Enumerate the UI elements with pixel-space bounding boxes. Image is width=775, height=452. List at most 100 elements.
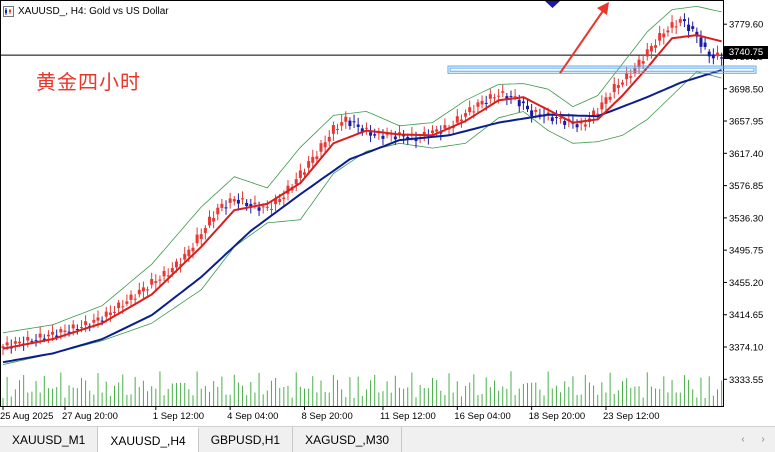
bollinger-upper-line <box>2 5 722 334</box>
candle-body <box>397 132 401 135</box>
candle-body <box>666 30 670 33</box>
candle-body <box>150 279 154 285</box>
candle-body <box>711 54 715 59</box>
tab-xagusd-m30[interactable]: XAGUSD_,M30 <box>293 427 403 452</box>
candle-body <box>670 22 674 28</box>
scroll-left-icon[interactable]: ‹ <box>741 433 745 445</box>
candle-body <box>67 331 71 333</box>
candle-body <box>55 335 59 338</box>
candle-body <box>575 124 579 128</box>
candle-body <box>484 102 488 104</box>
candle-body <box>583 124 587 127</box>
candle-body <box>195 234 199 244</box>
x-tick-label: 11 Sep 12:00 <box>380 411 436 422</box>
candle-body <box>559 117 563 119</box>
candle-body <box>492 97 496 99</box>
candle-body <box>59 329 63 333</box>
candle-body <box>311 156 315 163</box>
candle-body <box>468 107 472 113</box>
candle-body <box>51 331 55 335</box>
candle-body <box>257 207 261 211</box>
y-tick-label: 3779.60 <box>729 20 763 31</box>
tab-xauusd-h4[interactable]: XAUUSD_,H4 <box>98 427 199 452</box>
candle-body <box>96 317 100 321</box>
candle-body <box>129 294 133 300</box>
candle-body <box>216 207 220 215</box>
candle-body <box>121 306 125 308</box>
candle-body <box>228 198 232 203</box>
candle-body <box>46 334 50 337</box>
candle-body <box>703 42 707 48</box>
candle-body <box>137 289 141 295</box>
candle-body <box>224 207 228 209</box>
candle-body <box>298 170 302 178</box>
candle-body <box>381 135 385 139</box>
y-tick-label: 3455.20 <box>729 278 763 289</box>
x-tick-label: 23 Sep 12:00 <box>603 411 660 422</box>
tab-xauusd-m1[interactable]: XAUUSD_M1 <box>0 427 99 452</box>
candle-body <box>166 275 170 277</box>
candle-body <box>71 324 75 329</box>
candle-body <box>92 319 96 323</box>
candle-body <box>336 129 340 131</box>
candle-body <box>34 340 38 342</box>
x-tick-label: 27 Aug 20:00 <box>62 411 118 422</box>
candle-body <box>464 113 468 117</box>
candle-body <box>369 132 373 136</box>
candle-body <box>550 117 554 122</box>
candle-body <box>422 131 426 136</box>
annotation-label: 黄金四小时 <box>36 70 141 94</box>
x-tick-label: 16 Sep 04:00 <box>454 411 511 422</box>
candle-body <box>625 72 629 80</box>
candle-body <box>203 228 207 233</box>
key-zone-rect-inner <box>449 67 755 72</box>
chart-window[interactable]: 3779.603739.103698.503657.953617.403576.… <box>0 0 775 426</box>
candle-body <box>480 100 484 105</box>
chart-window-icon <box>3 5 14 17</box>
candle-body <box>108 312 112 315</box>
candle-body <box>117 302 121 309</box>
x-tick-label: 4 Sep 04:00 <box>227 411 278 422</box>
y-tick-label: 3333.55 <box>729 375 763 386</box>
candle-body <box>641 61 645 64</box>
projection-arrow-head <box>597 2 609 15</box>
tab-label: GBPUSD,H1 <box>210 432 281 447</box>
candle-body <box>162 270 166 277</box>
candle-body <box>517 99 521 107</box>
candle-body <box>220 203 224 208</box>
candle-body <box>344 116 348 122</box>
candle-body <box>84 321 88 325</box>
candle-body <box>554 117 558 119</box>
price-chart[interactable]: 3779.603739.103698.503657.953617.403576.… <box>0 0 775 426</box>
candle-body <box>125 301 129 304</box>
candle-body <box>170 268 174 273</box>
x-tick-label: 1 Sep 12:00 <box>153 411 204 422</box>
y-tick-label: 3536.30 <box>729 213 763 224</box>
candle-body <box>348 120 352 127</box>
candle-body <box>443 125 447 129</box>
candle-body <box>691 26 695 29</box>
candle-body <box>1 346 5 348</box>
candle-body <box>302 172 306 175</box>
candle-body <box>307 161 311 168</box>
candle-body <box>699 37 703 47</box>
candle-body <box>509 96 513 98</box>
candle-body <box>592 110 596 117</box>
candle-body <box>654 45 658 48</box>
candle-body <box>629 76 633 78</box>
scroll-right-icon[interactable]: › <box>761 433 765 445</box>
candle-body <box>530 110 534 117</box>
candle-body <box>294 179 298 185</box>
y-tick-label: 3495.75 <box>729 246 763 257</box>
candle-body <box>505 96 509 100</box>
candle-body <box>521 101 525 104</box>
tab-gbpusd-h1[interactable]: GBPUSD,H1 <box>199 427 294 452</box>
candle-body <box>174 261 178 268</box>
candle-body <box>596 113 600 115</box>
candle-body <box>253 202 257 205</box>
candle-body <box>402 135 406 137</box>
candle-body <box>278 199 282 202</box>
x-tick-label: 18 Sep 20:00 <box>529 411 586 422</box>
candle-body <box>191 247 195 252</box>
candle-body <box>187 249 191 257</box>
